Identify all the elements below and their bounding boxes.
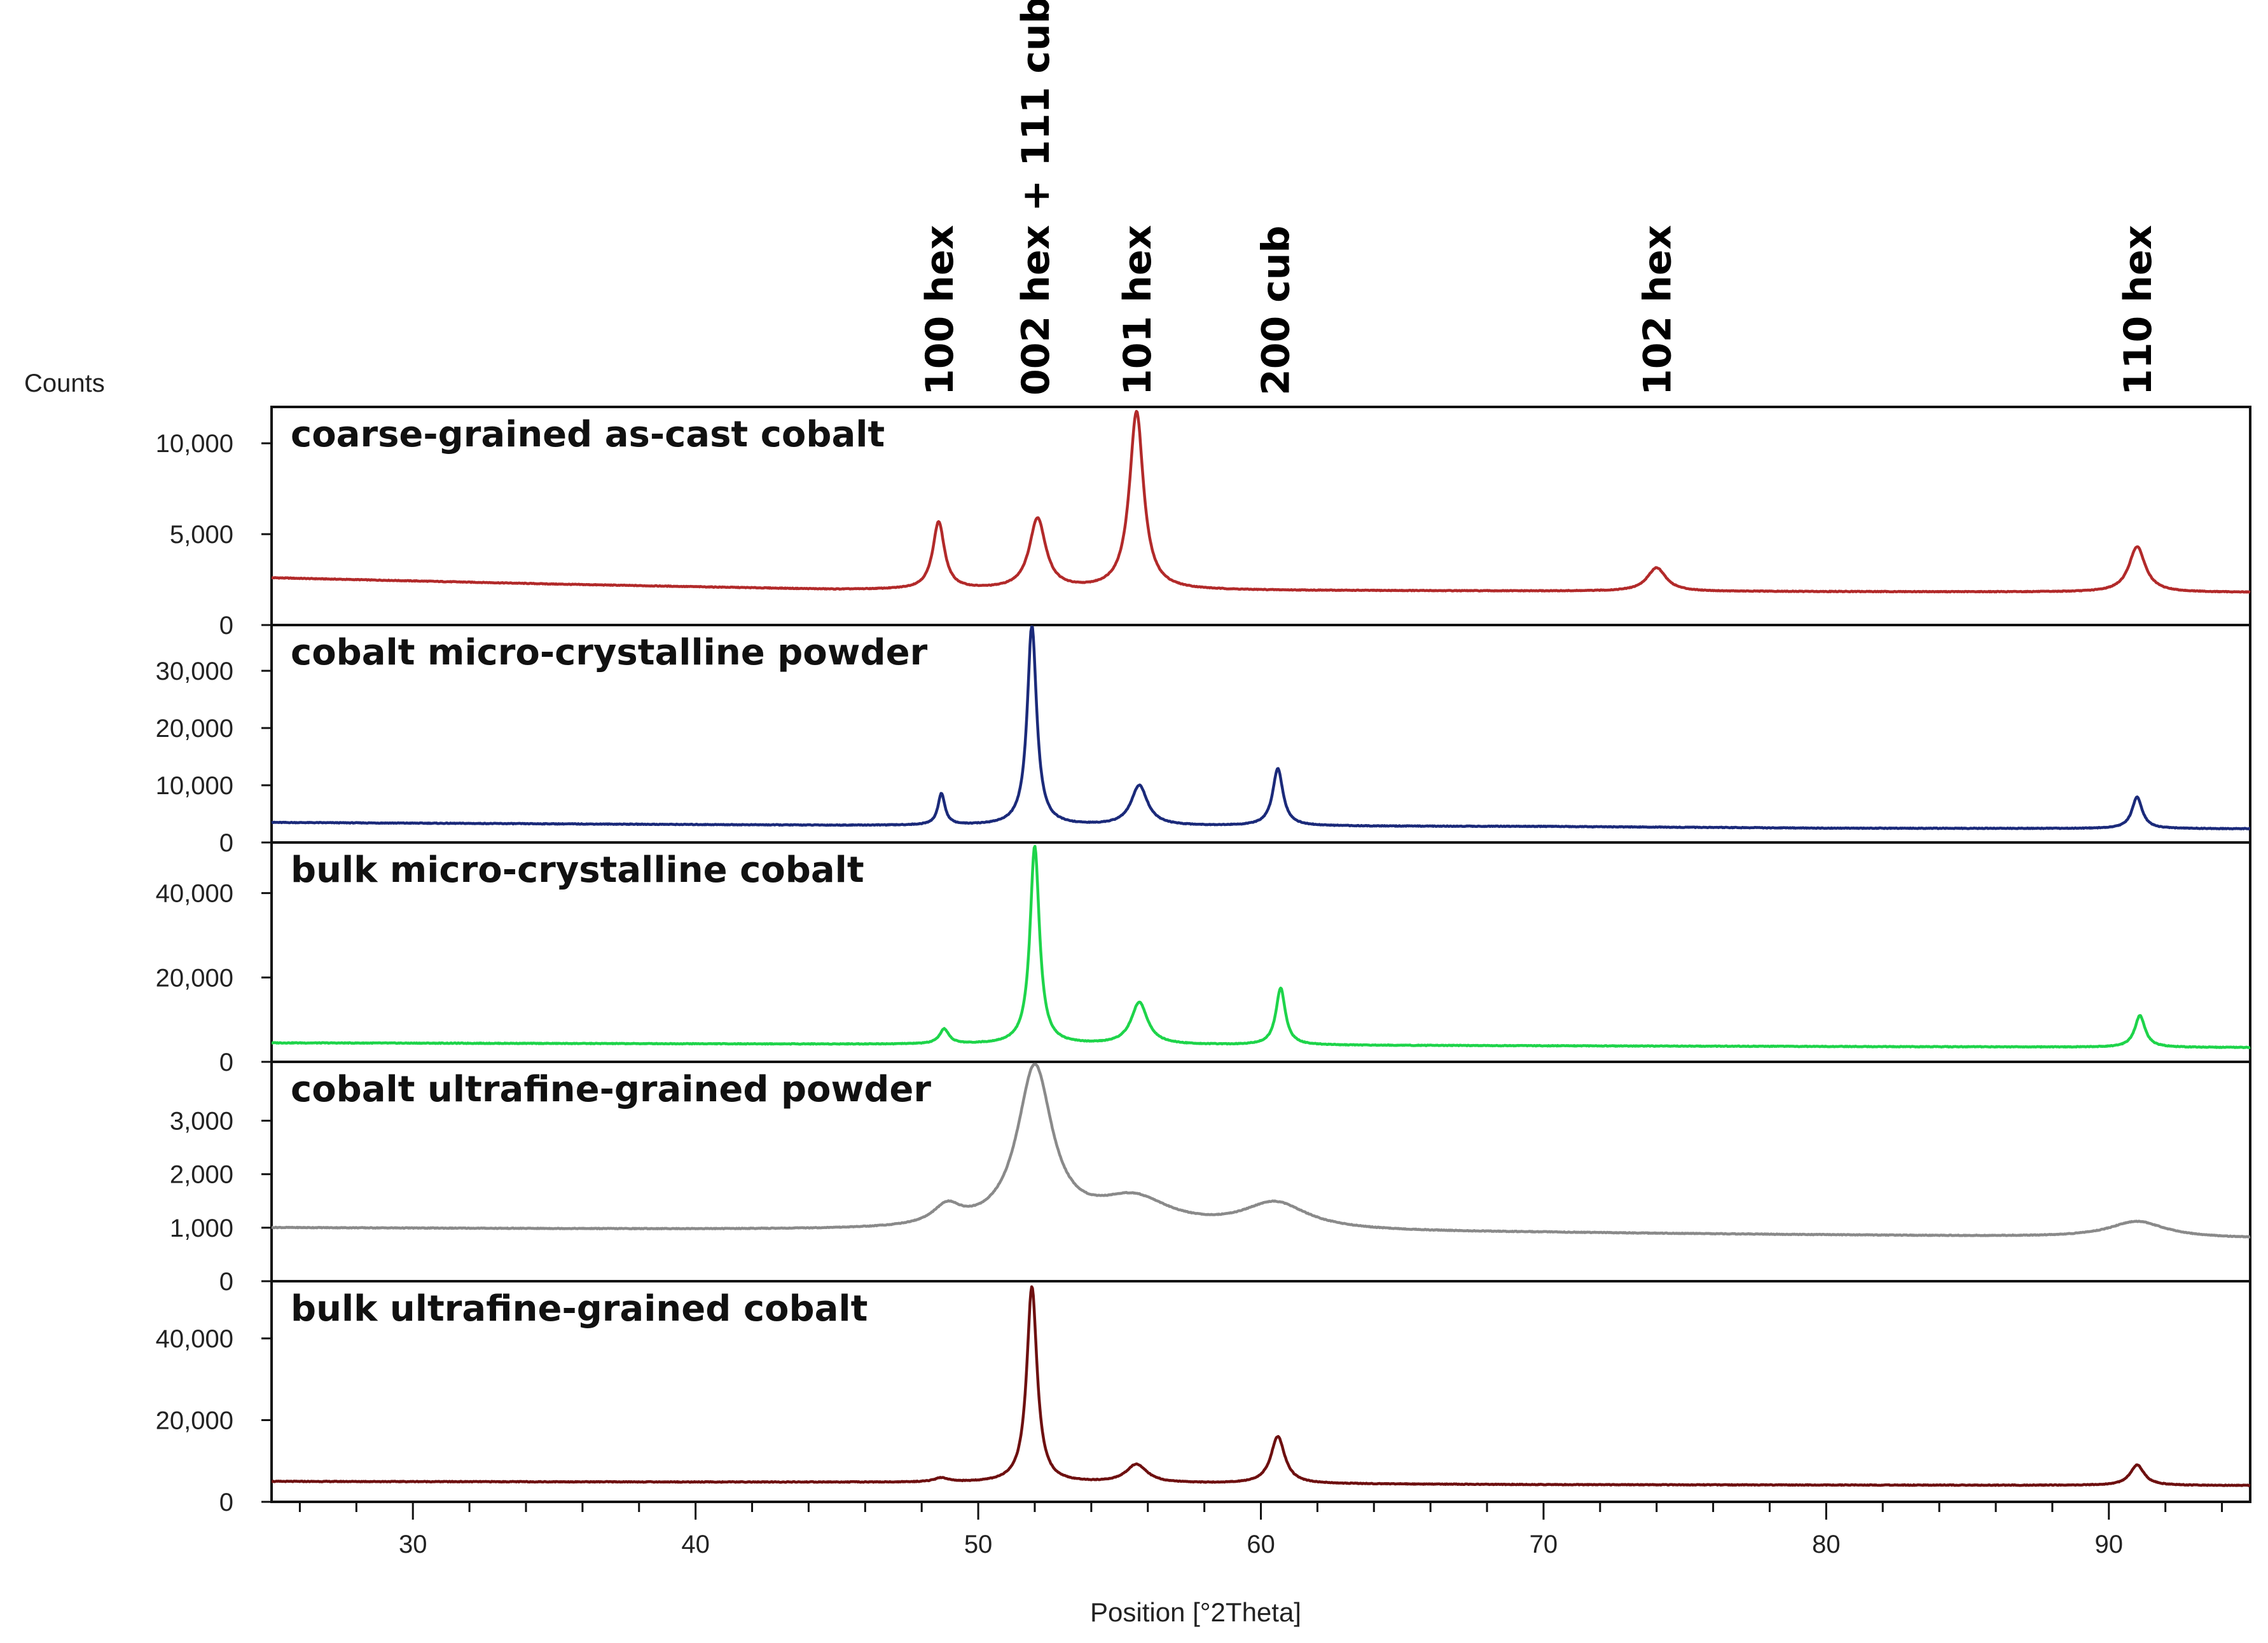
x-tick-label-3: 60	[1247, 1530, 1275, 1558]
panel-0-ytick-label-2: 10,000	[156, 430, 233, 458]
peak-label-5: 110 hex	[2116, 225, 2161, 395]
x-tick-label-4: 70	[1530, 1530, 1558, 1558]
panel-3-ytick-label-0: 0	[219, 1268, 233, 1296]
panel-2-ytick-label-0: 0	[219, 1048, 233, 1076]
panel-0: 0 5,000 10,000 coarse-grained as-cast cobal…	[156, 406, 2251, 640]
series-line-0	[271, 409, 2251, 594]
series-line-1	[271, 625, 2251, 830]
x-axis-label: Position [°2Theta]	[1090, 1597, 1301, 1627]
panel-2-ytick-label-1: 20,000	[156, 964, 233, 992]
panel-title-2: bulk micro-crystalline cobalt	[291, 849, 864, 891]
panel-title-1: cobalt micro-crystalline powder	[291, 632, 928, 673]
panel-1-ytick-label-2: 20,000	[156, 715, 233, 743]
panel-0-ytick-label-1: 5,000	[170, 521, 233, 549]
series-line-3	[271, 1062, 2251, 1239]
peak-annotations: 100 hex 002 hex + 111 cub 101 hex 200 cub 10…	[918, 0, 2161, 395]
panel-title-0: coarse-grained as-cast cobalt	[291, 414, 885, 455]
panel-4: 0 20,000 40,000 bulk ultrafine-grained coba…	[156, 1280, 2251, 1516]
panel-3: 0 1,000 2,000 3,000 cobalt ultrafine-grained…	[170, 1061, 2251, 1296]
panel-0-ytick-label-0: 0	[219, 612, 233, 640]
x-tick-label-1: 40	[681, 1530, 710, 1558]
panel-3-ytick-label-1: 1,000	[170, 1214, 233, 1242]
panel-4-ytick-label-0: 0	[219, 1488, 233, 1516]
x-tick-label-0: 30	[399, 1530, 427, 1558]
panel-3-ytick-label-2: 2,000	[170, 1161, 233, 1189]
peak-label-2: 101 hex	[1116, 225, 1160, 395]
y-axis-label: Counts	[24, 369, 105, 397]
peak-label-4: 102 hex	[1636, 225, 1680, 395]
x-tick-label-5: 80	[1812, 1530, 1841, 1558]
panel-3-ytick-label-3: 3,000	[170, 1108, 233, 1136]
panel-4-ytick-label-2: 40,000	[156, 1325, 233, 1353]
series-line-2	[271, 844, 2251, 1049]
peak-label-3: 200 cub	[1254, 226, 1299, 395]
panel-4-ytick-label-1: 20,000	[156, 1406, 233, 1434]
panels: 0 5,000 10,000 coarse-grained as-cast cobal…	[156, 406, 2251, 1516]
panel-1-ytick-label-1: 10,000	[156, 772, 233, 800]
panel-1-ytick-label-0: 0	[219, 829, 233, 857]
panel-2-ytick-label-2: 40,000	[156, 880, 233, 908]
panel-title-3: cobalt ultrafine-grained powder	[291, 1069, 931, 1110]
x-tick-label-6: 90	[2095, 1530, 2124, 1558]
peak-label-0: 100 hex	[918, 225, 962, 395]
peak-label-1: 002 hex + 111 cub	[1014, 0, 1058, 395]
panel-1: 0 10,000 20,000 30,000 cobalt micro-crystall…	[156, 624, 2251, 857]
panel-1-ytick-label-3: 30,000	[156, 657, 233, 685]
x-axis: 30 40 50 60 70 80 90	[298, 1502, 2223, 1558]
x-tick-label-2: 50	[964, 1530, 993, 1558]
panel-title-4: bulk ultrafine-grained cobalt	[291, 1288, 868, 1330]
series-line-4	[271, 1285, 2251, 1487]
